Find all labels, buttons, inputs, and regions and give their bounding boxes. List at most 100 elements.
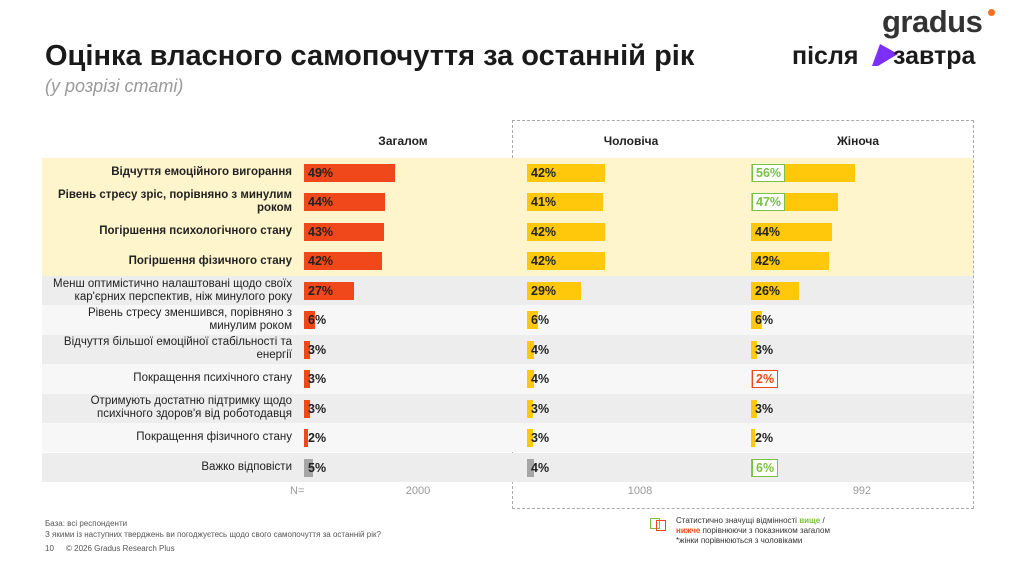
legend-text: /: [822, 516, 825, 525]
row-label: Покращення фізичного стану: [136, 431, 292, 444]
sample-size: 992: [852, 485, 872, 497]
column-header: Чоловіча: [603, 134, 659, 148]
footnote: З якими із наступних тверджень ви погодж…: [45, 530, 381, 539]
value-label: 5%: [308, 460, 327, 475]
page-number: 10: [45, 544, 54, 553]
row-label: Погіршення фізичного стану: [128, 254, 292, 267]
value-label: 3%: [755, 401, 774, 416]
value-label: 42%: [531, 166, 557, 180]
bar: [527, 252, 605, 271]
logo-slash: [872, 44, 898, 66]
bar: [527, 340, 535, 359]
bar: [527, 281, 581, 300]
row-background: [42, 423, 973, 453]
row-background: [42, 334, 973, 365]
row-label: Відчуття більшої емоційної стабільності …: [63, 336, 292, 362]
value-label: 6%: [308, 313, 327, 328]
bar: [527, 164, 605, 182]
value-label: 3%: [308, 401, 327, 416]
row-background: [42, 305, 973, 335]
value-label: 3%: [531, 401, 550, 416]
row-background: [42, 364, 973, 394]
n-label: N=: [290, 485, 305, 497]
bar: [751, 340, 757, 359]
row-label: Важко відповісти: [201, 460, 292, 473]
row-label: Відчуття емоційного вигорання: [111, 166, 292, 179]
bar: [751, 252, 829, 271]
row-background: [42, 393, 973, 424]
legend-text: Статистично значущі відмінності вище /: [676, 516, 825, 525]
value-label: 3%: [308, 372, 327, 387]
row-label: Погіршення психологічного стану: [99, 225, 292, 238]
title: Оцінка власного самопочуття за останній …: [45, 40, 695, 72]
value-label: 6%: [755, 313, 774, 328]
subtitle: (у розрізі статі): [45, 76, 184, 96]
value-label: 4%: [531, 372, 550, 387]
value-label: 3%: [531, 431, 550, 446]
value-label: 47%: [752, 193, 786, 212]
value-label: 44%: [308, 195, 334, 210]
row-label: Рівень стресу зменшився, порівняно з мин…: [87, 306, 292, 332]
bar: [751, 429, 755, 448]
bar: [304, 164, 395, 182]
value-label: 2%: [755, 431, 774, 446]
footnote: База: всі респонденти: [45, 519, 128, 528]
bar: [527, 429, 533, 448]
bar: [304, 340, 310, 359]
bar: [527, 458, 535, 477]
bar: [304, 311, 316, 330]
bar: [527, 311, 539, 330]
logo-text: gradus: [882, 4, 983, 39]
bar: [527, 193, 603, 212]
value-label: 42%: [531, 254, 557, 269]
bar: [304, 222, 384, 241]
value-label: 42%: [755, 254, 781, 269]
bar: [527, 222, 605, 241]
bar: [527, 370, 535, 389]
row-background: [42, 275, 973, 306]
logo-dot: [988, 9, 995, 16]
value-label: 43%: [308, 224, 334, 239]
bar: [304, 193, 386, 212]
legend-text: порівнюючи з показником загалом: [702, 526, 830, 535]
value-label: 56%: [752, 164, 786, 182]
value-label: 4%: [531, 460, 550, 475]
sample-size: 1008: [627, 485, 653, 497]
logo-text: після: [792, 42, 859, 70]
value-label: 44%: [755, 224, 781, 239]
value-label: 26%: [755, 283, 781, 298]
sample-size: 2000: [405, 485, 431, 497]
value-label: 3%: [308, 342, 327, 357]
row-background: [42, 452, 973, 482]
value-label: 27%: [308, 283, 334, 298]
value-label: 42%: [308, 254, 334, 269]
bar: [304, 399, 310, 418]
bar: [304, 458, 314, 477]
column-header: Жіноча: [836, 134, 880, 148]
value-label: 3%: [755, 342, 774, 357]
legend-lower: нижче: [676, 526, 701, 535]
value-label: 6%: [752, 458, 779, 477]
bar: [304, 252, 382, 271]
value-label: 2%: [308, 431, 327, 446]
value-label: 2%: [752, 370, 779, 389]
value-label: 6%: [531, 313, 550, 328]
bar: [304, 429, 308, 448]
row-label: Покращення психічного стану: [133, 372, 292, 385]
bar: [751, 311, 763, 330]
logo-text: завтра: [893, 42, 976, 70]
value-label: 41%: [531, 195, 557, 210]
bar: [304, 281, 354, 300]
bar: [751, 281, 800, 300]
bar: [304, 370, 310, 389]
bar: [751, 222, 833, 241]
row-label: Рівень стресу зріс, порівняно з минулим …: [57, 189, 292, 215]
value-label: 49%: [308, 166, 334, 180]
value-label: 42%: [531, 224, 557, 239]
bar: [527, 399, 533, 418]
value-label: 4%: [531, 342, 550, 357]
value-label: 29%: [531, 283, 557, 298]
legend-note: *жінки порівнюються з чоловіками: [676, 536, 803, 545]
legend-text: Статистично значущі відмінності: [676, 516, 797, 525]
